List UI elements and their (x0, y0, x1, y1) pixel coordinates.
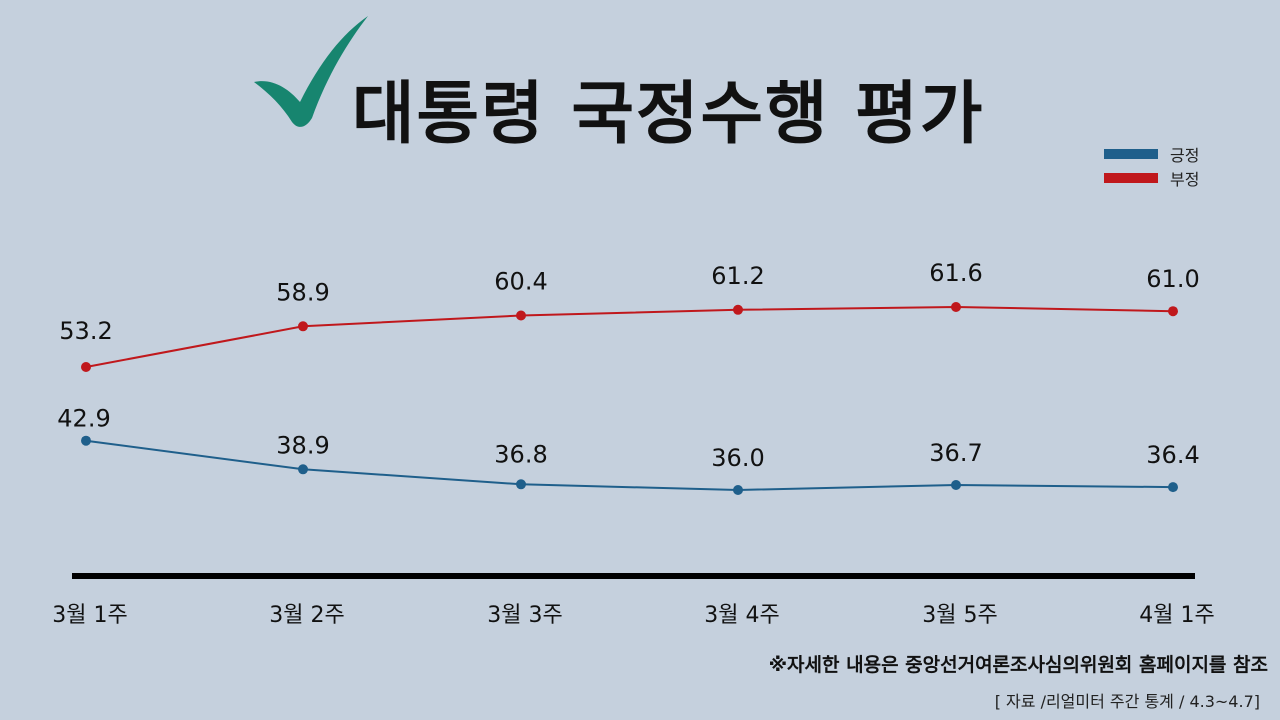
footnote: ※자세한 내용은 중앙선거여론조사심의위원회 홈페이지를 참조 (768, 654, 1268, 676)
x-tick-label: 3월 4주 (704, 603, 779, 628)
x-tick-label: 3월 5주 (922, 603, 997, 628)
data-point (1168, 482, 1178, 493)
data-label: 61.0 (1146, 265, 1199, 293)
legend-item-negative: 부정 (1104, 166, 1199, 190)
data-point (81, 435, 91, 446)
data-label: 38.9 (276, 431, 329, 459)
data-label: 61.2 (711, 262, 764, 290)
data-point (81, 362, 91, 372)
data-point (951, 302, 961, 312)
chart-legend: 긍정 부정 (1104, 142, 1199, 190)
series-line-positive (85, 439, 1174, 492)
data-label: 36.7 (929, 439, 982, 467)
data-point (733, 485, 743, 495)
x-tick-label: 3월 3주 (487, 603, 562, 628)
data-label: 36.0 (711, 444, 764, 472)
legend-label-negative: 부정 (1170, 170, 1200, 189)
source-note: [ 자료 /리얼미터 주간 통계 / 4.3~4.7] (994, 692, 1260, 711)
page-title: 대통령 국정수행 평가 (352, 75, 985, 154)
legend-swatch-negative (1104, 173, 1158, 183)
data-point (298, 321, 308, 332)
data-label: 42.9 (57, 405, 110, 433)
x-tick-label: 3월 2주 (269, 603, 344, 628)
data-point (1168, 306, 1178, 317)
data-label: 60.4 (494, 268, 547, 296)
data-point (516, 479, 526, 490)
series-line-negative (85, 305, 1174, 368)
check-icon (254, 16, 368, 127)
data-point (298, 464, 308, 475)
title-area: 대통령 국정수행 평가 (0, 16, 1280, 154)
data-label: 36.8 (494, 440, 547, 468)
data-label: 53.2 (59, 317, 112, 345)
data-label: 61.6 (929, 259, 982, 287)
legend-swatch-positive (1104, 149, 1158, 159)
x-tick-label: 3월 1주 (52, 603, 127, 628)
data-label: 36.4 (1146, 441, 1199, 469)
data-point (951, 480, 961, 490)
legend-label-positive: 긍정 (1170, 146, 1200, 165)
data-label: 58.9 (276, 278, 329, 306)
data-point (733, 304, 743, 315)
x-tick-label: 4월 1주 (1139, 603, 1214, 628)
legend-item-positive: 긍정 (1104, 142, 1199, 166)
data-point (516, 310, 526, 321)
